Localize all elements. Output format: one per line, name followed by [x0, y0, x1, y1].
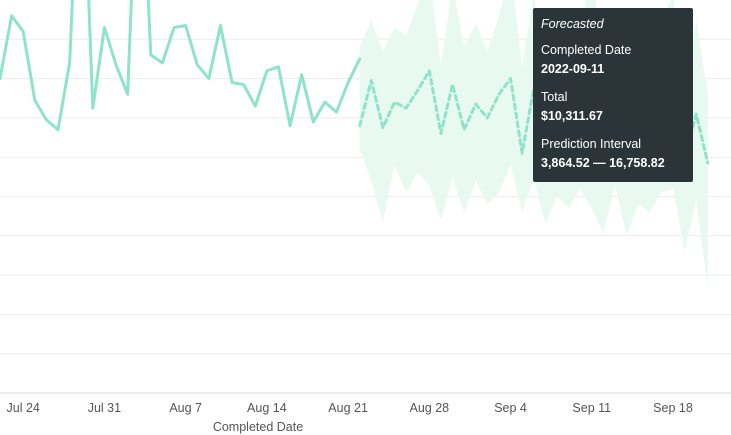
tooltip-total-value: $10,311.67: [541, 109, 603, 123]
x-tick-label: Sep 4: [494, 401, 527, 415]
x-tick-label: Jul 24: [7, 401, 40, 415]
x-axis-title: Completed Date: [213, 420, 303, 434]
x-tick-label: Sep 11: [572, 401, 611, 415]
tooltip-interval-value: 3,864.52 — 16,758.82: [541, 156, 665, 170]
x-tick-label: Aug 28: [410, 401, 450, 415]
tooltip-interval-label: Prediction Interval: [541, 137, 642, 151]
tooltip-total-label: Total: [541, 90, 568, 104]
x-tick-label: Aug 7: [169, 401, 202, 415]
tooltip-date-value: 2022-09-11: [541, 62, 605, 76]
x-tick-label: Sep 18: [653, 401, 693, 415]
x-tick-label: Jul 31: [88, 401, 121, 415]
x-tick-labels: Jul 24 Jul 31 Aug 7 Aug 14 Aug 21 Aug 28 Sep 4…: [7, 401, 693, 415]
forecast-tooltip: Forecasted Completed Date 2022-09-11 Tot…: [533, 8, 693, 182]
x-tick-label: Aug 14: [247, 401, 287, 415]
tooltip-heading: Forecasted: [541, 17, 604, 31]
tooltip-date-label: Completed Date: [541, 43, 632, 57]
x-tick-label: Aug 21: [328, 401, 368, 415]
actual-line: [0, 0, 362, 132]
